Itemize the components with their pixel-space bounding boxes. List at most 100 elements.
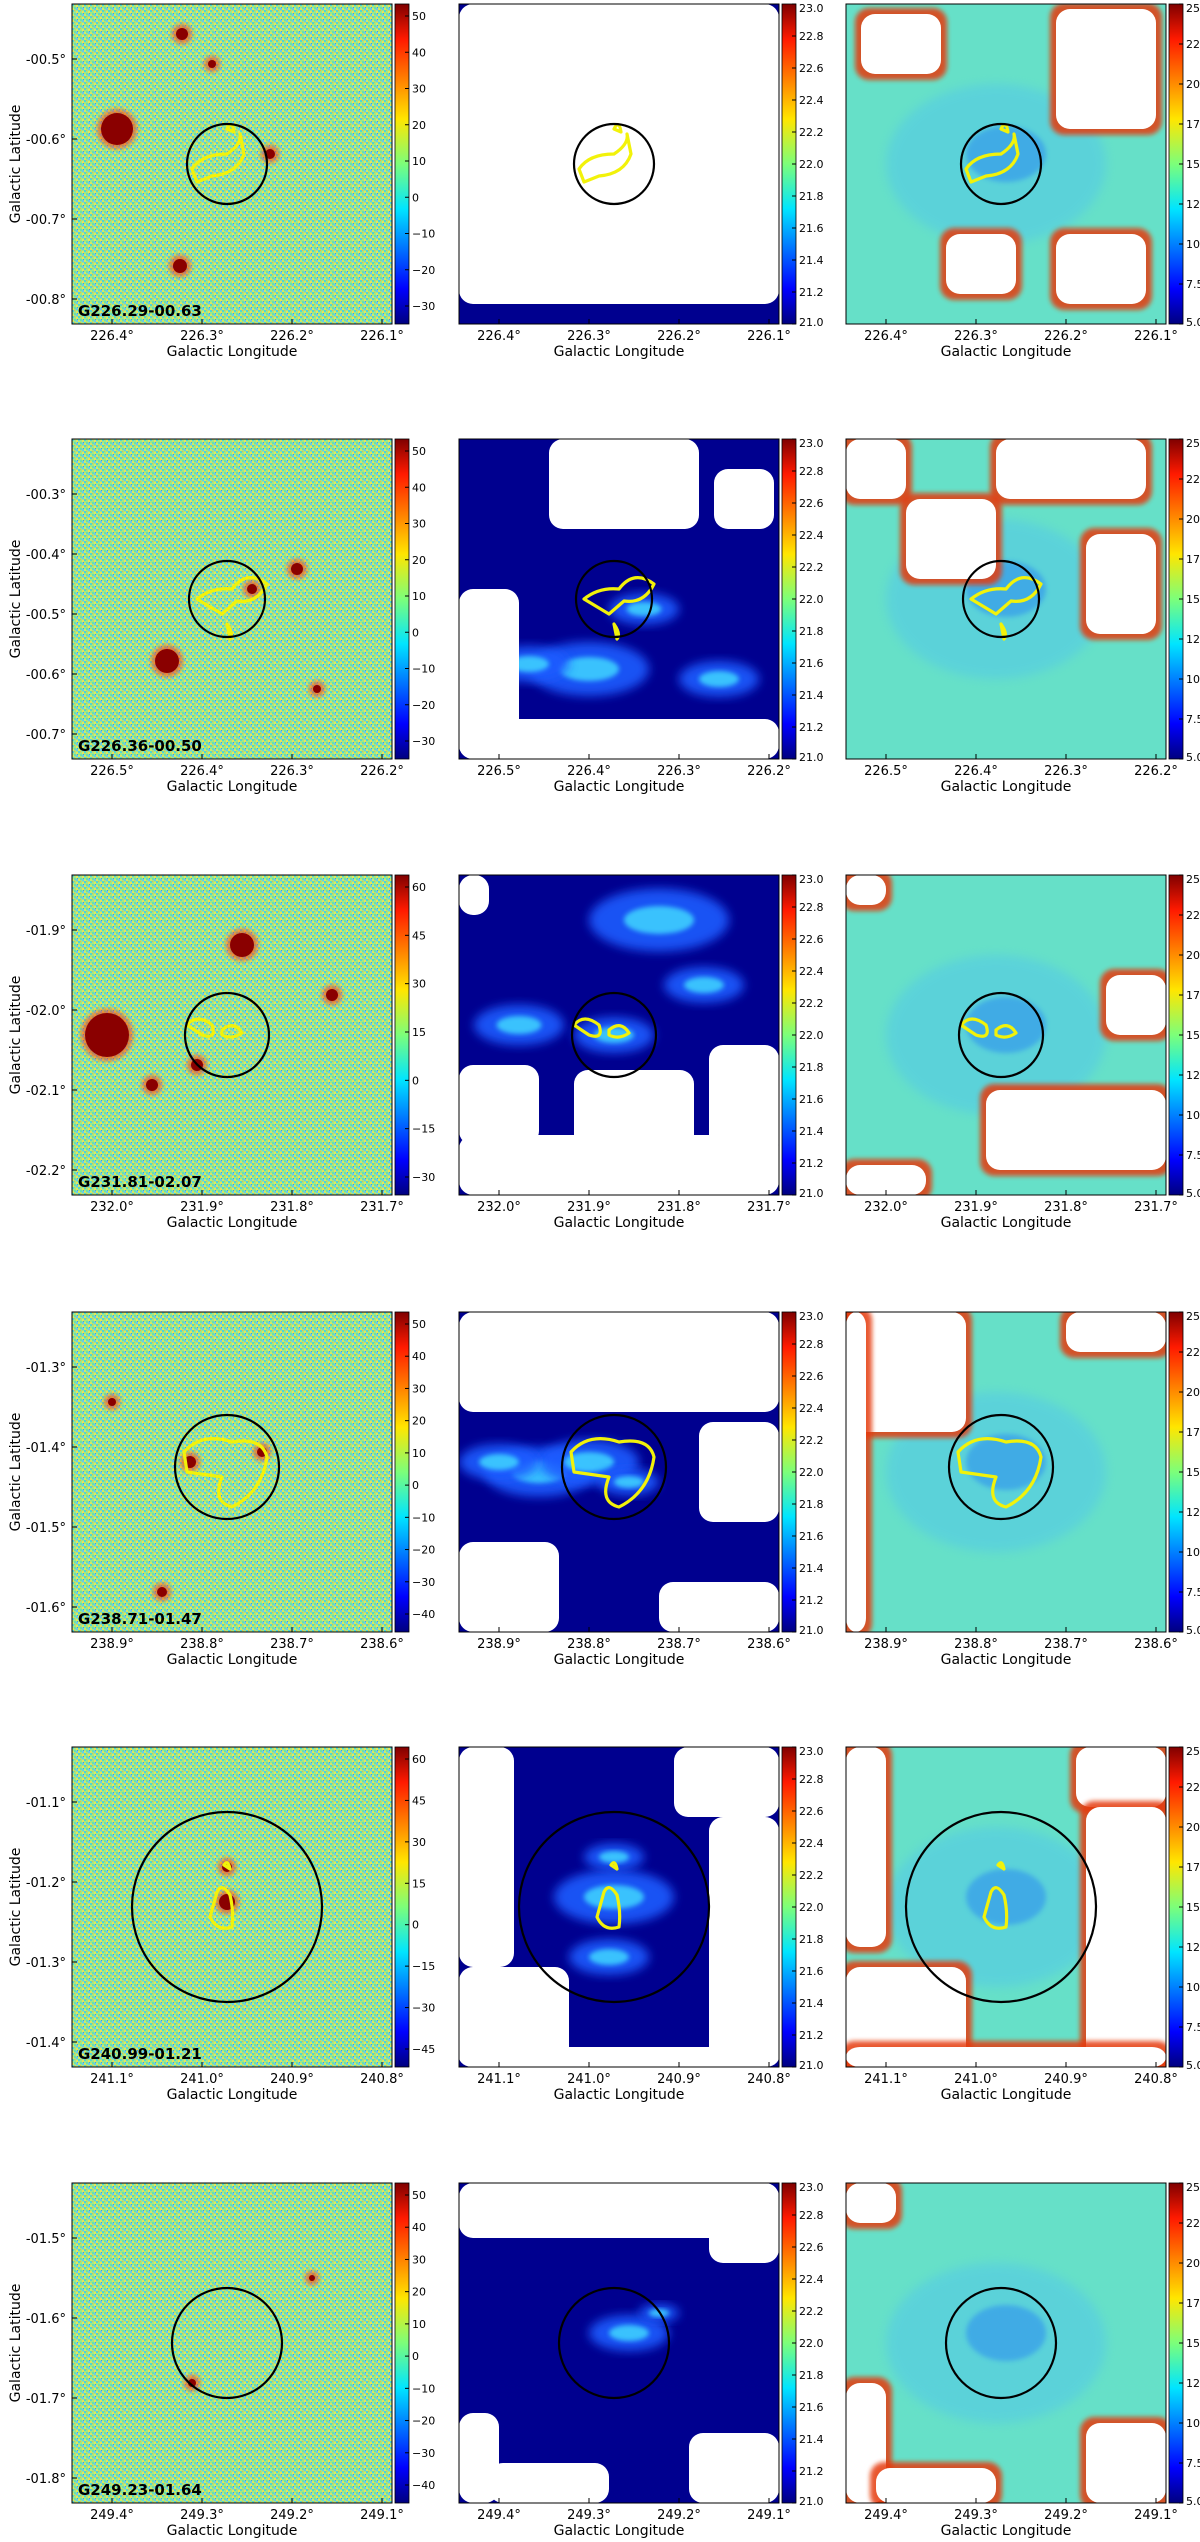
masked-region <box>459 2047 779 2067</box>
x-tick-label: 238.9° <box>90 1637 134 1652</box>
aperture-circle <box>572 122 656 206</box>
colorbar-tick-label: 23.0 <box>799 2181 824 2194</box>
masked-region <box>459 2183 779 2238</box>
colorbar-tick-label: 21.0 <box>799 316 824 329</box>
colorbar-tick-label: 40 <box>412 481 426 494</box>
masked-region <box>1106 975 1166 1035</box>
density-peak <box>624 906 694 934</box>
colorbar-tick-label: 21.4 <box>799 689 824 702</box>
x-axis-label: Galactic Longitude <box>167 779 298 795</box>
masked-region <box>459 1747 514 1967</box>
colorbar-tick-label: 22.2 <box>799 561 824 574</box>
x-tick-label: 241.1° <box>90 2072 134 2087</box>
density-peak <box>564 1452 614 1472</box>
colorbar-tick-label: 20.0 <box>1186 78 1200 91</box>
masked-region <box>946 234 1016 294</box>
x-tick-label: 249.4° <box>864 2508 908 2523</box>
aperture-circle <box>961 559 1041 639</box>
x-tick-label: 226.3° <box>657 764 701 779</box>
cold-core <box>966 126 1046 182</box>
colorbar <box>394 874 410 1196</box>
colorbar-tick-label: 40 <box>412 2221 426 2234</box>
colorbar-tick-label: 22.0 <box>799 1029 824 1042</box>
x-tick-label: 226.4° <box>864 329 908 344</box>
colorbar-tick-label: 30 <box>412 978 426 991</box>
density-peak <box>599 1851 629 1863</box>
point-source-core <box>101 113 133 145</box>
point-source-core <box>247 584 257 594</box>
colorbar-tick-label: 25.0 <box>1186 1310 1200 1323</box>
noise-field <box>72 2183 392 2503</box>
colorbar-tick-label: −40 <box>412 1608 435 1621</box>
density-peak <box>589 1949 629 1965</box>
colorbar-tick-label: 12.5 <box>1186 2377 1200 2390</box>
map-image <box>846 2183 1166 2503</box>
y-tick-label: -01.5° <box>26 1521 66 1536</box>
x-tick-label: 249.4° <box>477 2508 521 2523</box>
contour <box>182 1437 269 1509</box>
column-density-panel: 226.5° 226.4° 226.3° 226.2° Galactic Longitu… <box>458 437 824 795</box>
x-tick-label: 226.4° <box>954 764 998 779</box>
x-axis-label: Galactic Longitude <box>941 1215 1072 1231</box>
colorbar-tick-label: 21.6 <box>799 222 824 235</box>
x-tick-label: 231.8° <box>270 1200 314 1215</box>
colorbar-tick-label: 20.0 <box>1186 1821 1200 1834</box>
plot-frame <box>458 1746 780 2068</box>
map-image <box>459 439 779 759</box>
colorbar-tick-label: 0 <box>412 1919 419 1932</box>
aperture-circle <box>185 122 269 206</box>
x-tick-label: 240.9° <box>270 2072 314 2087</box>
intensity-panel: 238.9° 238.8° 238.7° 238.6° Galactic Longitu… <box>8 1311 435 1668</box>
colorbar-tick-label: 17.5 <box>1186 989 1200 1002</box>
figure-row: 232.0° 231.9° 231.8° 231.7° Galactic Longitu… <box>8 873 1200 1231</box>
colorbar-tick-label: 21.8 <box>799 2369 824 2382</box>
y-tick-label: -01.1° <box>26 1796 66 1811</box>
colorbar-tick-label: 50 <box>412 445 426 458</box>
x-tick-label: 226.1° <box>360 329 404 344</box>
y-tick-label: -00.5° <box>26 53 66 68</box>
colorbar-tick-label: 40 <box>412 1350 426 1363</box>
colorbar-tick-label: 40 <box>412 46 426 59</box>
colorbar-tick-label: 21.0 <box>799 1624 824 1637</box>
colorbar-tick-label: −30 <box>412 735 435 748</box>
temperature-panel: 226.5° 226.4° 226.3° 226.2° Galactic Longitu… <box>845 437 1200 795</box>
aperture-circle <box>130 1810 324 2004</box>
density-peak <box>496 1016 542 1034</box>
map-image <box>846 1747 1166 2067</box>
x-tick-label: 226.5° <box>90 764 134 779</box>
aperture-circle <box>947 1413 1055 1521</box>
source-label: G231.81-02.07 <box>78 1173 202 1191</box>
aperture-circle <box>574 559 654 639</box>
masked-region <box>459 589 519 759</box>
x-tick-label: 249.2° <box>270 2508 314 2523</box>
colorbar-tick-label: 22.5 <box>1186 2217 1200 2230</box>
point-source-core <box>313 685 321 693</box>
source-label: G226.36-00.50 <box>78 737 202 755</box>
x-tick-label: 249.3° <box>180 2508 224 2523</box>
colorbar-tick-label: 22.0 <box>799 1901 824 1914</box>
colorbar <box>394 2182 410 2504</box>
colorbar-tick-label: 21.6 <box>799 1965 824 1978</box>
masked-region <box>709 1045 779 1155</box>
y-tick-label: -00.5° <box>26 608 66 623</box>
y-tick-label: -01.4° <box>26 2036 66 2051</box>
x-tick-label: 231.8° <box>1044 1200 1088 1215</box>
plot-frame <box>845 2182 1167 2504</box>
colorbar-tick-label: 5.0 <box>1186 1187 1200 1200</box>
colorbar-tick-label: 22.6 <box>799 497 824 510</box>
colorbar-tick-label: 0 <box>412 191 419 204</box>
masked-region <box>846 2047 1166 2067</box>
noise-field <box>72 439 392 759</box>
map-image <box>459 1747 779 2067</box>
colorbar-tick-label: 25.0 <box>1186 2 1200 15</box>
density-peak <box>609 2325 649 2341</box>
y-tick-label: -02.1° <box>26 1084 66 1099</box>
x-tick-label: 226.4° <box>90 329 134 344</box>
colorbar-tick-label: 21.0 <box>799 2495 824 2508</box>
x-tick-label: 241.0° <box>954 2072 998 2087</box>
source-label: G238.71-01.47 <box>78 1610 202 1628</box>
plot-frame <box>845 1746 1167 2068</box>
temperature-panel: 249.4° 249.3° 249.2° 249.1° Galactic Longitu… <box>845 2181 1200 2539</box>
colorbar-tick-label: 30 <box>412 1382 426 1395</box>
